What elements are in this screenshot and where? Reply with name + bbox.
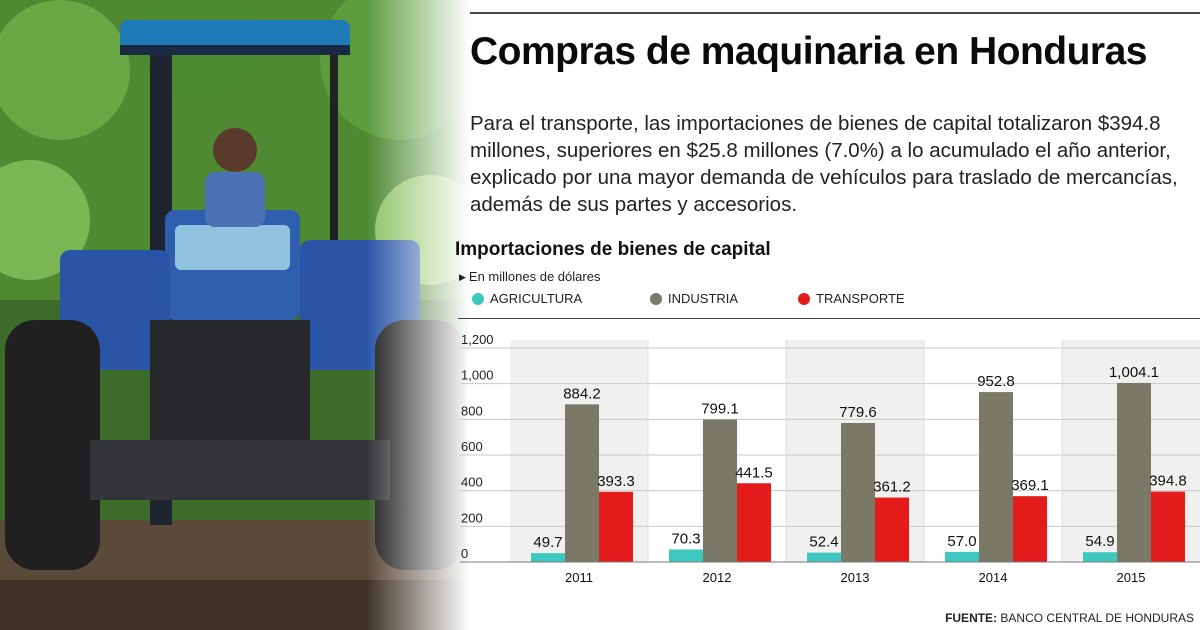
chart-subtitle: ▶ En millones de dólares xyxy=(459,269,600,284)
legend-label-industria: INDUSTRIA xyxy=(668,291,739,306)
bar-industria xyxy=(565,404,599,562)
y-tick-label: 1,200 xyxy=(461,332,494,347)
x-tick-label: 2011 xyxy=(565,570,593,585)
y-tick-label: 800 xyxy=(461,403,483,418)
source-note: FUENTE: BANCO CENTRAL DE HONDURAS xyxy=(945,611,1194,625)
data-label: 1,004.1 xyxy=(1109,364,1159,381)
bar-transporte xyxy=(1013,496,1047,562)
tractor-photo xyxy=(0,0,470,630)
bar-industria xyxy=(979,392,1013,562)
bar-industria xyxy=(703,419,737,562)
data-label: 779.6 xyxy=(839,404,877,421)
x-tick-label: 2014 xyxy=(979,570,1008,585)
y-tick-label: 0 xyxy=(461,546,468,561)
legend-item-agricultura: AGRICULTURA xyxy=(472,291,582,306)
chart-subtitle-text: En millones de dólares xyxy=(468,269,601,284)
legend-swatch-industria xyxy=(650,292,662,305)
header-rule xyxy=(470,12,1200,14)
bar-industria xyxy=(841,422,875,562)
source-text: BANCO CENTRAL DE HONDURAS xyxy=(1000,611,1194,625)
y-tick-label: 1,000 xyxy=(461,368,494,383)
bar-agricultura xyxy=(669,549,703,562)
triangle-bullet-icon: ▶ xyxy=(459,272,466,282)
bar-industria xyxy=(1117,382,1151,562)
data-label: 57.0 xyxy=(947,533,976,550)
bar-agricultura xyxy=(531,553,565,562)
lead-paragraph: Para el transporte, las importaciones de… xyxy=(470,112,1178,216)
data-label: 70.3 xyxy=(671,530,700,547)
legend-swatch-agricultura xyxy=(472,292,484,305)
data-label: 54.9 xyxy=(1085,533,1114,550)
bar-transporte xyxy=(1151,491,1185,562)
legend-label-transporte: TRANSPORTE xyxy=(816,291,905,306)
chart-legend: AGRICULTURA INDUSTRIA TRANSPORTE xyxy=(472,291,1192,309)
data-label: 799.1 xyxy=(701,400,739,417)
data-label: 441.5 xyxy=(735,464,773,481)
bar-agricultura xyxy=(1083,552,1117,562)
data-label: 52.4 xyxy=(809,534,838,551)
bar-agricultura xyxy=(945,551,979,562)
data-label: 393.3 xyxy=(597,473,635,490)
bar-transporte xyxy=(599,491,633,562)
chart-title: Importaciones de bienes de capital xyxy=(455,239,771,260)
legend-item-industria: INDUSTRIA xyxy=(650,291,738,306)
page-title: Compras de maquinaria en Honduras xyxy=(470,30,1148,73)
legend-swatch-transporte xyxy=(798,292,810,305)
bar-transporte xyxy=(875,497,909,562)
data-label: 394.8 xyxy=(1149,473,1187,490)
bar-agricultura xyxy=(807,552,841,562)
bar-chart: 0 200 400 600 800 1,000 1,200 49.7 884.2 393.3 201… xyxy=(458,318,1200,585)
data-label: 884.2 xyxy=(563,385,601,402)
data-label: 952.8 xyxy=(977,373,1015,390)
y-tick-label: 400 xyxy=(461,475,483,490)
source-label: FUENTE: xyxy=(945,611,998,625)
data-label: 49.7 xyxy=(533,534,562,551)
data-label: 361.2 xyxy=(873,479,911,496)
bar-transporte xyxy=(737,483,771,562)
legend-item-transporte: TRANSPORTE xyxy=(798,291,905,306)
y-tick-label: 600 xyxy=(461,439,483,454)
x-tick-label: 2013 xyxy=(841,570,870,585)
x-tick-label: 2015 xyxy=(1117,570,1146,585)
y-tick-label: 200 xyxy=(461,510,483,525)
data-label: 369.1 xyxy=(1011,477,1049,494)
legend-label-agricultura: AGRICULTURA xyxy=(490,291,583,306)
x-tick-label: 2012 xyxy=(703,570,732,585)
